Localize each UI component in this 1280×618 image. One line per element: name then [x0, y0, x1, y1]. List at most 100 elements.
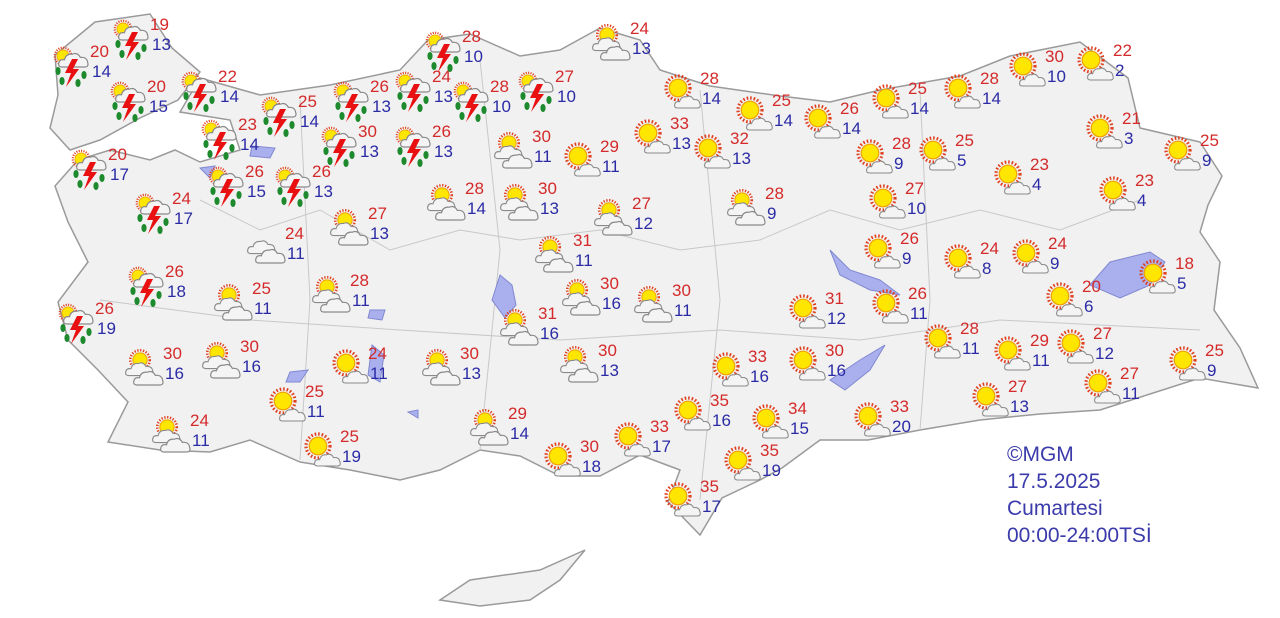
- weather-station: 28 11: [922, 320, 1012, 372]
- weather-station: 25 9: [1167, 342, 1257, 394]
- weather-station: 26 18: [127, 263, 217, 315]
- high-temp: 28: [765, 184, 784, 203]
- thunderstorm-rain-icon: [333, 81, 369, 122]
- high-temp: 30: [672, 281, 691, 300]
- province-borders: [99, 59, 1201, 501]
- low-temp: 11: [307, 402, 325, 421]
- cyprus: [437, 549, 586, 607]
- high-temp: 28: [465, 179, 484, 198]
- lake-salda: [367, 309, 419, 419]
- high-temp: 27: [1008, 377, 1027, 396]
- weather-station: 35 17: [662, 477, 752, 530]
- thunderstorm-rain-icon: [275, 166, 311, 207]
- thunderstorm-rain-icon: [425, 31, 461, 72]
- low-temp: 11: [910, 304, 928, 323]
- weather-station: 24 9: [1010, 234, 1100, 287]
- weather-station: 30 16: [125, 345, 215, 397]
- cloudy-icon: [247, 240, 286, 264]
- weather-station: 30 11: [494, 127, 584, 180]
- low-temp: 11: [352, 291, 370, 310]
- high-temp: 23: [238, 115, 257, 134]
- low-temp: 14: [910, 99, 929, 118]
- partly-cloudy-icon: [125, 348, 164, 386]
- high-temp: 24: [1048, 234, 1067, 253]
- mostly-sunny-icon: [694, 134, 731, 169]
- low-temp: 19: [342, 447, 361, 466]
- lake-egirdir: [285, 369, 310, 383]
- mostly-sunny-icon: [869, 184, 906, 219]
- mostly-sunny-icon: [1164, 136, 1201, 171]
- weather-station: 30 11: [634, 281, 724, 334]
- weather-station: 25 14: [260, 93, 350, 145]
- mostly-sunny-icon: [564, 142, 601, 177]
- mostly-sunny-icon: [864, 234, 901, 269]
- weather-station: 24 17: [134, 190, 224, 242]
- high-temp: 27: [905, 179, 924, 198]
- low-temp: 13: [314, 182, 333, 201]
- weather-station: 28 14: [662, 70, 752, 122]
- mostly-sunny-icon: [1084, 369, 1121, 404]
- mostly-sunny-icon: [269, 387, 306, 422]
- low-temp: 14: [300, 112, 319, 131]
- weather-station: 20 6: [1044, 278, 1134, 330]
- high-temp: 30: [825, 341, 844, 360]
- low-temp: 3: [1124, 129, 1134, 148]
- low-temp: 14: [510, 424, 529, 443]
- high-temp: 24: [432, 67, 451, 86]
- high-temp: 30: [532, 127, 551, 146]
- high-temp: 33: [890, 397, 909, 416]
- partly-cloudy-icon: [634, 285, 673, 323]
- map-legend: ©MGM 17.5.2025 Cumartesi 00:00-24:00TSİ: [1007, 441, 1152, 549]
- partly-cloudy-icon: [214, 283, 253, 321]
- high-temp: 28: [892, 134, 911, 153]
- high-temp: 30: [538, 179, 557, 198]
- high-temp: 35: [700, 477, 719, 496]
- high-temp: 30: [598, 341, 617, 360]
- low-temp: 17: [702, 497, 721, 516]
- weather-station: 25 11: [214, 280, 304, 332]
- high-temp: 35: [710, 391, 729, 410]
- high-temp: 29: [600, 137, 619, 156]
- high-temp: 21: [1122, 109, 1141, 128]
- high-temp: 34: [788, 399, 807, 418]
- high-temp: 24: [980, 239, 999, 258]
- mostly-sunny-icon: [872, 84, 909, 119]
- weather-station: 31 16: [500, 305, 590, 357]
- low-temp: 12: [827, 309, 846, 328]
- partly-cloudy-icon: [494, 131, 533, 169]
- weather-station: 30 13: [560, 341, 650, 394]
- mostly-sunny-icon: [752, 404, 789, 439]
- weather-station: 27 12: [1055, 325, 1145, 377]
- low-temp: 8: [982, 259, 992, 278]
- weather-station: 18 5: [1137, 255, 1227, 307]
- low-temp: 11: [287, 244, 305, 263]
- mostly-sunny-icon: [789, 294, 826, 329]
- low-temp: 13: [632, 39, 651, 58]
- weather-station: 20 14: [52, 43, 142, 95]
- weather-station: 35 19: [722, 441, 812, 494]
- mostly-sunny-icon: [1077, 46, 1114, 81]
- high-temp: 33: [650, 417, 669, 436]
- weather-station: 30 18: [542, 438, 632, 490]
- weather-station: 33 16: [710, 348, 800, 400]
- low-temp: 16: [242, 357, 261, 376]
- low-temp: 14: [240, 135, 259, 154]
- mostly-sunny-icon: [544, 442, 581, 477]
- high-temp: 26: [432, 122, 451, 141]
- mostly-sunny-icon: [1009, 52, 1046, 87]
- weather-station: 28 14: [427, 179, 517, 232]
- weather-station: 27 13: [970, 377, 1060, 430]
- mostly-sunny-icon: [664, 74, 701, 109]
- high-temp: 27: [555, 67, 574, 86]
- weather-station: 29 14: [470, 405, 560, 457]
- low-temp: 17: [110, 165, 129, 184]
- weather-station: 25 9: [1162, 132, 1252, 184]
- low-temp: 16: [827, 361, 846, 380]
- low-temp: 14: [220, 87, 239, 106]
- high-temp: 35: [760, 441, 779, 460]
- low-temp: 15: [247, 182, 266, 201]
- low-temp: 17: [652, 437, 671, 456]
- high-temp: 25: [305, 382, 324, 401]
